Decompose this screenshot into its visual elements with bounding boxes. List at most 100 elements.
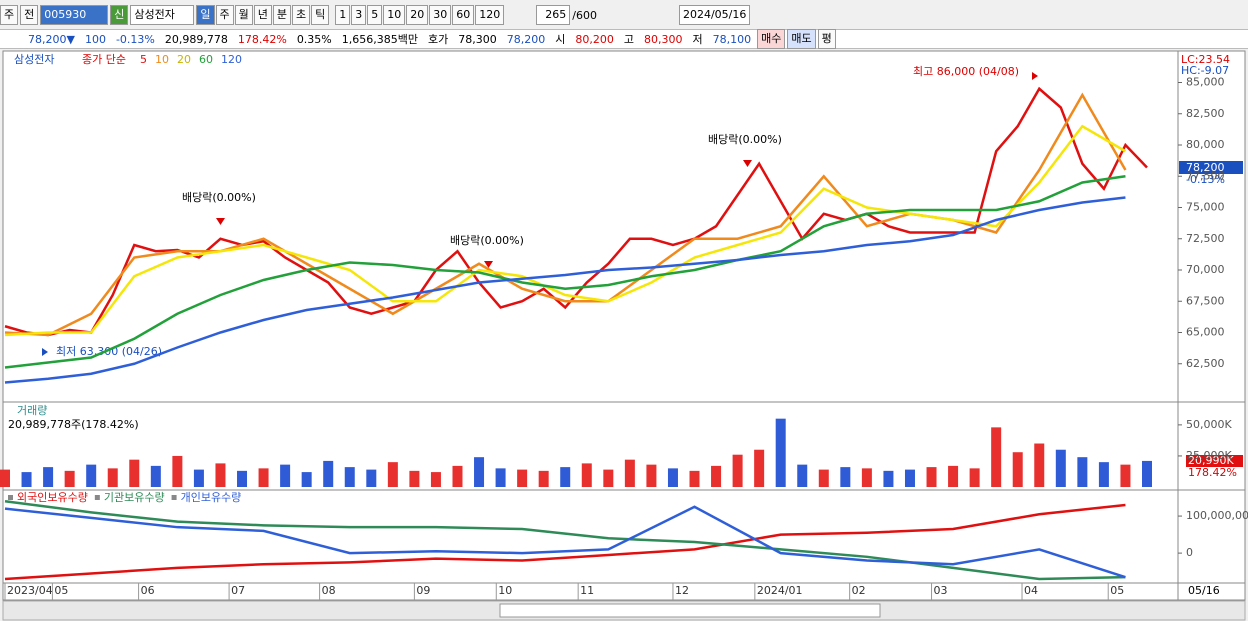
- ma-label: 종가 단순: [82, 53, 126, 66]
- period-button[interactable]: 일: [196, 5, 215, 25]
- volume-bar: [904, 469, 915, 487]
- legend-entry: 60: [199, 53, 213, 66]
- volume-bar: [603, 469, 614, 487]
- volume-bar: [301, 472, 312, 487]
- current-rate: -0.13%: [1186, 173, 1225, 186]
- volume-bar: [818, 469, 829, 487]
- legend-entry: 외국인보유수량: [17, 491, 88, 504]
- arrow: [42, 348, 48, 356]
- unit-button[interactable]: 30: [429, 5, 452, 25]
- unit-button[interactable]: 10: [383, 5, 406, 25]
- sell-button[interactable]: 매도: [787, 29, 816, 49]
- lc: LC:23.54: [1181, 53, 1230, 66]
- x-tick-label: 11: [580, 584, 594, 597]
- change: 100: [84, 32, 106, 46]
- quote-label: 호가: [428, 33, 449, 46]
- period-button[interactable]: 주: [215, 5, 234, 25]
- y-tick-label: 77,500: [1186, 169, 1225, 182]
- volume-bar: [1012, 452, 1023, 487]
- buy-button[interactable]: 매수: [757, 29, 786, 49]
- y-tick-label: 80,000: [1186, 138, 1225, 151]
- count[interactable]: 265: [536, 5, 571, 25]
- x-tick-label: 09: [416, 584, 430, 597]
- high-annotation: 최고 86,000 (04/08): [913, 65, 1019, 78]
- volume-subtitle: 20,989,778주(178.42%): [8, 418, 139, 431]
- period-button[interactable]: 분: [272, 5, 291, 25]
- low-annotation: 최저 63,300 (04/26): [56, 345, 162, 358]
- high-label: 고: [623, 33, 634, 46]
- x-tick-label: 03: [934, 584, 948, 597]
- y-tick-label: 25,000K: [1186, 449, 1232, 462]
- x-tick-label: 06: [141, 584, 155, 597]
- volume-bar: [1055, 449, 1066, 487]
- code-input[interactable]: 005930: [40, 5, 109, 25]
- volume-bar: [1120, 464, 1131, 487]
- stock-label: 삼성전자: [14, 53, 54, 66]
- x-tick-label: 07: [231, 584, 245, 597]
- volume-bar: [280, 464, 291, 487]
- volume-bar: [775, 418, 786, 487]
- arrow: [743, 160, 752, 167]
- y-tick-label: 70,000: [1186, 263, 1225, 276]
- low-label: 저: [692, 33, 703, 46]
- unit-button[interactable]: 5: [367, 5, 383, 25]
- period-button[interactable]: 초: [292, 5, 311, 25]
- y-tick-label: 50,000K: [1186, 418, 1232, 431]
- y-tick-label: 62,500: [1186, 357, 1225, 370]
- y-tick-label: 0: [1186, 546, 1193, 559]
- stock-name: 삼성전자: [130, 5, 195, 25]
- legend-entry: 10: [155, 53, 169, 66]
- x-tick-label: 08: [322, 584, 336, 597]
- volume-bar: [711, 465, 722, 487]
- unit-button[interactable]: 20: [406, 5, 429, 25]
- volume-bar: [1034, 443, 1045, 487]
- y-tick-label: 75,000: [1186, 201, 1225, 214]
- market[interactable]: 주: [0, 5, 19, 25]
- count-max: /600: [572, 8, 597, 22]
- scroll-thumb[interactable]: [499, 603, 881, 618]
- kind[interactable]: 전: [20, 5, 39, 25]
- volume-bar: [797, 464, 808, 487]
- ask: 78,300: [458, 32, 497, 46]
- chart-area: [2, 50, 1246, 601]
- info-bar: 78,200▼ 100 -0.13% 20,989,778 178.42% 0.…: [0, 29, 1248, 49]
- ex-dividend: 배당락(0.00%): [182, 191, 256, 204]
- volume-bar: [689, 470, 700, 487]
- volume-bar: [538, 470, 549, 487]
- unit-button[interactable]: 120: [475, 5, 505, 25]
- volume-bar: [667, 468, 678, 487]
- y-tick-label: 72,500: [1186, 232, 1225, 245]
- volume-bar: [861, 468, 872, 487]
- date[interactable]: 2024/05/16: [678, 5, 751, 25]
- legend-entry: 120: [221, 53, 242, 66]
- investor-legend: 외국인보유수량 기관보유수량 개인보유수량: [8, 491, 241, 504]
- avg-button[interactable]: 평: [817, 29, 836, 49]
- unit-button[interactable]: 60: [452, 5, 475, 25]
- new-badge[interactable]: 신: [110, 5, 129, 25]
- volume-bar: [129, 459, 140, 487]
- unit-button[interactable]: 1: [335, 5, 351, 25]
- series-line: [4, 500, 1126, 581]
- unit-button[interactable]: 3: [351, 5, 367, 25]
- period-button[interactable]: 년: [253, 5, 272, 25]
- series-line: [4, 505, 1126, 579]
- x-tick-label: 2023/04: [7, 584, 53, 597]
- price: 78,200▼: [28, 32, 75, 46]
- volume-bar: [409, 470, 420, 487]
- volume-bar: [883, 470, 894, 487]
- volume-title: 거래량: [17, 404, 47, 417]
- volume-rate: 178.42%: [237, 32, 287, 46]
- x-tick-label: 04: [1024, 584, 1038, 597]
- period-button[interactable]: 틱: [311, 5, 330, 25]
- volume-bar: [1077, 457, 1088, 487]
- period-button[interactable]: 월: [234, 5, 253, 25]
- x-tick-label: 12: [675, 584, 689, 597]
- x-tick-label: 05: [54, 584, 68, 597]
- volume-bar: [172, 455, 183, 487]
- volume-bar: [107, 468, 118, 487]
- y-tick-label: 82,500: [1186, 107, 1225, 120]
- ex-dividend: 배당락(0.00%): [708, 133, 782, 146]
- volume-bar: [581, 463, 592, 487]
